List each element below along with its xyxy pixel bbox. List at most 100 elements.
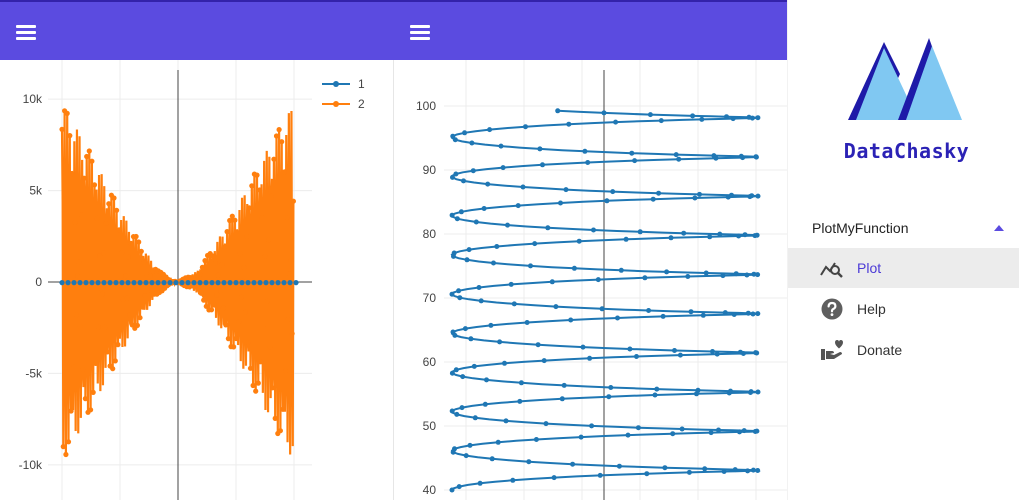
legend-label-2: 2 — [358, 97, 365, 111]
legend-label-1: 1 — [358, 77, 365, 91]
series-2-point — [255, 380, 261, 386]
series-point — [553, 304, 559, 310]
series-point — [750, 467, 756, 473]
series-point — [681, 230, 687, 236]
series-point — [528, 263, 533, 269]
series-point — [503, 418, 509, 424]
series-point — [468, 336, 474, 342]
pane-divider — [393, 60, 394, 500]
series-point — [670, 431, 676, 437]
series-point — [697, 191, 702, 197]
series-point — [570, 461, 576, 467]
series-1-point — [89, 280, 95, 286]
series-point — [625, 432, 631, 438]
series-2-point — [283, 368, 289, 374]
series-2-point — [247, 365, 254, 371]
series-1-point — [107, 280, 113, 286]
nav-item-plot[interactable]: Plot — [788, 248, 1019, 288]
y-tick-label: 70 — [423, 291, 437, 305]
series-2-point — [262, 253, 268, 259]
series-point — [615, 315, 620, 321]
hamburger-menu-icon[interactable] — [408, 20, 434, 44]
series-2-point — [250, 382, 256, 389]
series-2-point — [279, 139, 285, 145]
series-1-point — [125, 280, 131, 286]
series-2-point — [259, 215, 265, 221]
series-point — [755, 115, 761, 121]
legend-marker-2 — [333, 101, 339, 107]
series-point — [457, 295, 463, 301]
series-point — [460, 374, 466, 380]
series-point — [500, 165, 506, 171]
series-2-point — [271, 156, 277, 162]
nav-item-donate[interactable]: Donate — [788, 330, 1019, 370]
series-1-point — [275, 280, 281, 286]
series-point — [692, 195, 698, 201]
series-point — [520, 184, 526, 190]
series-point — [485, 181, 491, 187]
series-2-point — [229, 213, 235, 219]
series-point — [454, 216, 460, 222]
series-point — [487, 127, 493, 133]
series-point — [654, 386, 660, 392]
help-circle-icon — [821, 298, 843, 320]
series-2-point — [225, 336, 231, 342]
series-point — [644, 471, 650, 477]
series-point — [753, 350, 759, 356]
series-point — [755, 311, 761, 317]
series-1-point — [239, 280, 245, 286]
series-point — [563, 187, 569, 193]
section-plotmyfunction[interactable]: PlotMyFunction — [788, 208, 1024, 246]
series-1-point — [203, 280, 209, 286]
series-2-point — [137, 315, 143, 321]
hamburger-menu-icon[interactable] — [14, 20, 40, 44]
series-2-point — [124, 295, 130, 301]
series-point — [453, 171, 459, 177]
series-2-point — [227, 217, 233, 224]
series-1-point — [293, 280, 299, 286]
series-point — [672, 348, 677, 353]
series-point — [635, 425, 641, 431]
series-2-point — [288, 257, 294, 264]
series-point — [449, 212, 455, 218]
series-2-point — [117, 320, 124, 326]
section-title: PlotMyFunction — [812, 220, 909, 236]
series-point — [466, 247, 472, 253]
y-tick-label: 100 — [416, 99, 436, 113]
series-point — [721, 469, 727, 474]
series-point — [741, 428, 747, 434]
series-2-point — [111, 195, 117, 201]
series-2-point — [123, 273, 129, 279]
series-point — [662, 465, 668, 471]
series-2-markers — [59, 108, 296, 458]
series-point — [646, 308, 652, 313]
series-point — [604, 198, 610, 204]
series-2-point — [73, 312, 79, 318]
series-2-point — [120, 296, 126, 302]
series-2-point — [84, 153, 90, 160]
series-2-point — [203, 303, 209, 309]
series-2-point — [289, 331, 295, 337]
series-2-point — [141, 260, 147, 266]
series-point — [549, 279, 555, 285]
series-1-point — [179, 280, 185, 286]
series-2-point — [95, 324, 101, 330]
nav-item-help[interactable]: Help — [788, 289, 1019, 329]
series-2-point — [128, 240, 134, 246]
series-point — [582, 148, 588, 154]
series-point — [469, 140, 475, 146]
series-2-point — [99, 291, 105, 297]
datachasky-logo — [848, 38, 962, 120]
series-point — [452, 137, 458, 143]
series-point — [494, 244, 500, 249]
series-1-point — [113, 280, 119, 286]
series-2-point — [88, 407, 94, 413]
series-2-point — [115, 342, 121, 348]
series-point — [690, 113, 696, 119]
series-2-point — [104, 349, 111, 355]
series-point — [459, 405, 465, 411]
right-chart[interactable]: 100 90 80 70 60 50 40 — [394, 60, 787, 500]
series-1-point — [71, 280, 77, 286]
series-2-point — [136, 239, 142, 245]
